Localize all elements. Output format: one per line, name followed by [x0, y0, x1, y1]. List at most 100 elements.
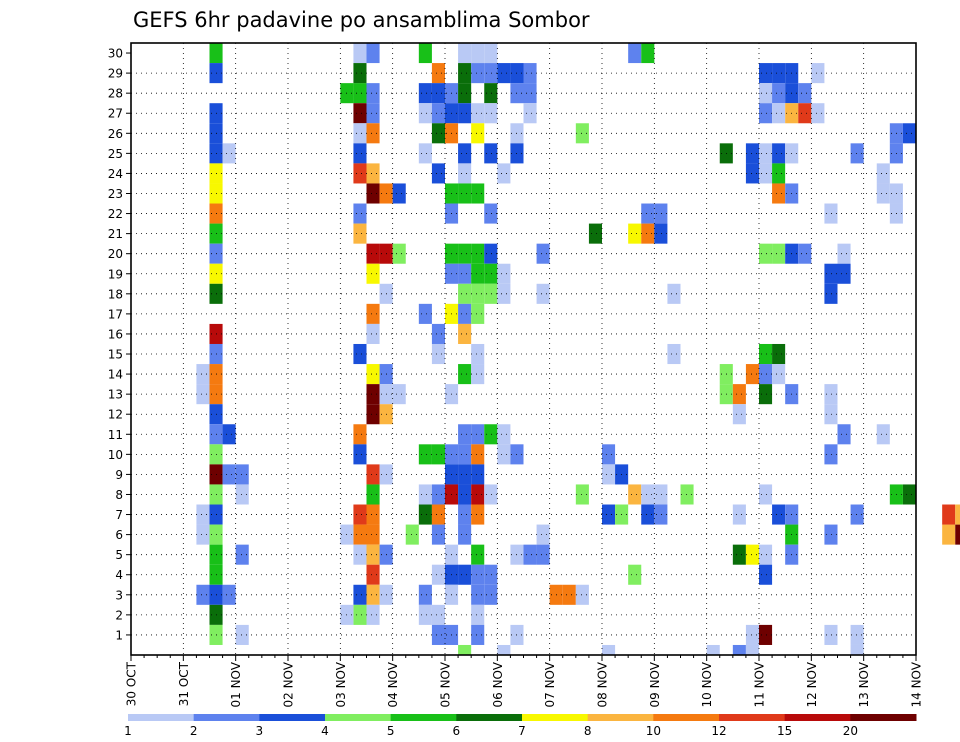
- heatmap-cell: [418, 143, 432, 164]
- heatmap-cell: [353, 604, 367, 625]
- heatmap-cell: [471, 63, 485, 84]
- heatmap-cell: [405, 524, 419, 545]
- heatmap-cell: [366, 404, 380, 425]
- heatmap-cell: [745, 143, 759, 164]
- heatmap-cell: [471, 444, 485, 465]
- heatmap-cell: [484, 43, 498, 64]
- heatmap-cell: [366, 303, 380, 324]
- heatmap-cell: [484, 564, 498, 585]
- heatmap-cell: [392, 384, 406, 405]
- heatmap-cell: [759, 484, 773, 505]
- y-tick-label: 4: [115, 568, 123, 582]
- heatmap-cell: [235, 544, 249, 565]
- heatmap-cell: [222, 424, 236, 445]
- heatmap-cell: [366, 83, 380, 104]
- colorbar-label: 7: [518, 724, 526, 738]
- heatmap-cell: [431, 163, 445, 184]
- x-tick-label: 30 OCT: [125, 661, 139, 706]
- heatmap-cell: [759, 564, 773, 585]
- heatmap-cell: [458, 464, 472, 485]
- chart-title: GEFS 6hr padavine po ansamblima Sombor: [133, 8, 590, 32]
- colorbar-swatch: [850, 714, 917, 721]
- heatmap-cell: [824, 444, 838, 465]
- heatmap-cell: [366, 263, 380, 284]
- heatmap-cell: [745, 163, 759, 184]
- colorbar-label: 20: [843, 724, 858, 738]
- heatmap-cell: [628, 223, 642, 244]
- heatmap-cell: [353, 123, 367, 144]
- heatmap-cell: [497, 263, 511, 284]
- heatmap-cell: [458, 504, 472, 525]
- heatmap-cell: [431, 323, 445, 344]
- heatmap-cell: [732, 544, 746, 565]
- heatmap-cell: [850, 644, 864, 655]
- heatmap-cell: [366, 584, 380, 605]
- heatmap-cell: [471, 624, 485, 645]
- y-tick-label: 6: [115, 528, 123, 542]
- heatmap-cell: [353, 444, 367, 465]
- colorbar-label: 2: [190, 724, 198, 738]
- heatmap-cell: [418, 83, 432, 104]
- y-tick-label: 15: [108, 348, 123, 362]
- x-tick-label: 31 OCT: [177, 661, 191, 706]
- y-tick-label: 20: [108, 247, 123, 261]
- heatmap-cell: [876, 183, 890, 204]
- heatmap-cell: [484, 424, 498, 445]
- colorbar-swatch: [653, 714, 720, 721]
- heatmap-cell: [837, 243, 851, 264]
- heatmap-cell: [366, 364, 380, 385]
- y-tick-label: 13: [108, 388, 123, 402]
- heatmap-cell: [772, 504, 786, 525]
- heatmap-cell: [366, 604, 380, 625]
- y-tick-label: 2: [115, 608, 123, 622]
- heatmap-cell: [484, 143, 498, 164]
- heatmap-cell: [471, 464, 485, 485]
- heatmap-cell: [458, 444, 472, 465]
- heatmap-cell: [353, 203, 367, 224]
- heatmap-cell: [745, 644, 759, 655]
- heatmap-cell: [484, 584, 498, 605]
- heatmap-cell: [837, 263, 851, 284]
- heatmap-cell: [955, 504, 960, 525]
- heatmap-cell: [602, 504, 616, 525]
- heatmap-cell: [418, 303, 432, 324]
- x-tick-label: 10 NOV: [700, 661, 714, 707]
- heatmap-cell: [458, 43, 472, 64]
- heatmap-cell: [431, 504, 445, 525]
- colorbar-swatch: [128, 714, 195, 721]
- heatmap-cell: [641, 223, 655, 244]
- x-tick-label: 03 NOV: [334, 661, 348, 707]
- heatmap-cell: [824, 384, 838, 405]
- heatmap-cell: [759, 243, 773, 264]
- heatmap-cell: [431, 524, 445, 545]
- heatmap-cell: [876, 424, 890, 445]
- heatmap-cell: [196, 364, 210, 385]
- heatmap-cell: [458, 303, 472, 324]
- heatmap-cell: [418, 43, 432, 64]
- y-tick-label: 23: [108, 187, 123, 201]
- heatmap-cell: [654, 223, 668, 244]
- heatmap-cell: [366, 183, 380, 204]
- y-tick-label: 27: [108, 107, 123, 121]
- heatmap-cell: [431, 604, 445, 625]
- x-tick-label: 09 NOV: [648, 661, 662, 707]
- heatmap-cell: [772, 163, 786, 184]
- heatmap-cell: [471, 343, 485, 365]
- x-tick-label: 14 NOV: [910, 661, 924, 707]
- heatmap-cell: [942, 504, 956, 525]
- colorbar-swatch: [193, 714, 260, 721]
- colorbar-swatch: [390, 714, 457, 721]
- heatmap-cell: [471, 484, 485, 505]
- heatmap-cell: [497, 444, 511, 465]
- heatmap-cell: [497, 644, 511, 655]
- heatmap-cell: [471, 504, 485, 525]
- heatmap-cell: [418, 444, 432, 465]
- y-tick-label: 16: [108, 327, 123, 341]
- heatmap-cell: [772, 343, 786, 365]
- colorbar-label: 6: [453, 724, 461, 738]
- heatmap-cell: [418, 604, 432, 625]
- heatmap-cell: [366, 484, 380, 505]
- heatmap-cell: [759, 143, 773, 164]
- heatmap-cell: [418, 584, 432, 605]
- heatmap-cell: [418, 103, 432, 124]
